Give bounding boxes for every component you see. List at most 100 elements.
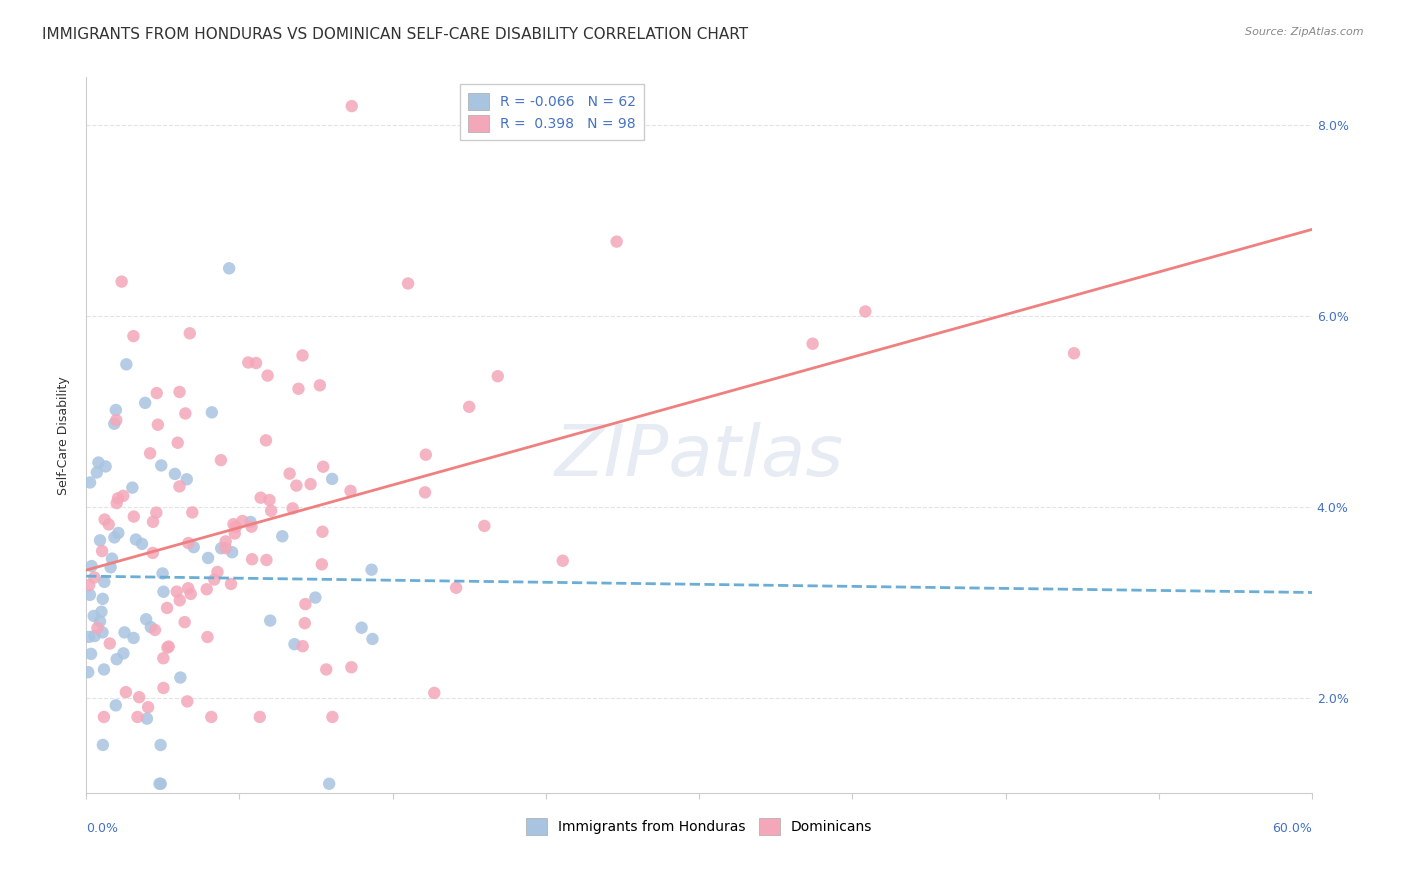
Point <box>291 348 314 362</box>
Point <box>339 483 361 498</box>
Point <box>173 615 195 629</box>
Point <box>111 275 134 289</box>
Point <box>801 336 824 351</box>
Point <box>278 467 301 481</box>
Point <box>240 519 263 533</box>
Point <box>169 384 191 399</box>
Point <box>240 552 263 566</box>
Point <box>169 671 191 685</box>
Legend: Immigrants from Honduras, Dominicans: Immigrants from Honduras, Dominicans <box>517 810 880 844</box>
Point <box>115 357 138 371</box>
Point <box>156 640 179 655</box>
Point <box>197 630 219 644</box>
Y-axis label: Self-Care Disability: Self-Care Disability <box>58 376 70 495</box>
Point <box>93 574 115 589</box>
Point <box>152 584 174 599</box>
Point <box>90 605 112 619</box>
Point <box>285 478 308 492</box>
Point <box>143 623 166 637</box>
Point <box>145 386 167 401</box>
Point <box>311 558 333 572</box>
Point <box>121 481 143 495</box>
Point <box>105 413 128 427</box>
Point <box>104 698 127 713</box>
Point <box>128 690 150 705</box>
Point <box>83 629 105 643</box>
Point <box>238 355 260 369</box>
Point <box>86 621 108 635</box>
Point <box>321 710 343 724</box>
Point <box>122 509 145 524</box>
Point <box>239 515 262 529</box>
Point <box>177 536 200 550</box>
Point <box>291 639 314 653</box>
Point <box>79 588 101 602</box>
Point <box>260 504 283 518</box>
Point <box>79 475 101 490</box>
Point <box>218 261 240 276</box>
Point <box>318 777 340 791</box>
Point <box>152 651 174 665</box>
Point <box>853 304 876 318</box>
Point <box>224 526 246 541</box>
Point <box>283 637 305 651</box>
Point <box>606 235 628 249</box>
Point <box>321 472 343 486</box>
Point <box>105 652 128 666</box>
Point <box>149 738 172 752</box>
Point <box>180 587 202 601</box>
Point <box>166 584 188 599</box>
Point <box>215 534 238 549</box>
Point <box>122 631 145 645</box>
Point <box>413 485 436 500</box>
Point <box>169 479 191 493</box>
Point <box>166 435 188 450</box>
Point <box>415 448 437 462</box>
Point <box>134 396 156 410</box>
Point <box>100 560 122 574</box>
Point <box>176 472 198 486</box>
Point <box>142 515 165 529</box>
Point <box>551 554 574 568</box>
Point <box>93 663 115 677</box>
Point <box>202 573 225 587</box>
Point <box>142 546 165 560</box>
Point <box>225 520 247 534</box>
Point <box>340 99 363 113</box>
Point <box>83 570 105 584</box>
Point <box>214 541 236 555</box>
Point <box>135 612 157 626</box>
Point <box>89 533 111 548</box>
Point <box>101 551 124 566</box>
Point <box>97 517 120 532</box>
Point <box>245 356 267 370</box>
Point <box>201 405 224 419</box>
Point <box>396 277 419 291</box>
Point <box>149 777 172 791</box>
Point <box>294 597 316 611</box>
Point <box>89 615 111 629</box>
Point <box>249 491 271 505</box>
Point <box>104 403 127 417</box>
Point <box>249 710 271 724</box>
Point <box>93 512 115 526</box>
Point <box>304 591 326 605</box>
Point <box>152 566 174 581</box>
Point <box>361 632 384 646</box>
Point <box>309 378 332 392</box>
Point <box>94 459 117 474</box>
Point <box>458 400 481 414</box>
Point <box>486 369 509 384</box>
Point <box>340 660 363 674</box>
Point <box>1063 346 1085 360</box>
Point <box>115 685 138 699</box>
Point <box>105 496 128 510</box>
Text: 0.0%: 0.0% <box>86 822 118 835</box>
Point <box>271 529 294 543</box>
Point <box>139 620 162 634</box>
Point <box>360 563 382 577</box>
Point <box>156 601 179 615</box>
Point <box>259 493 281 508</box>
Point <box>179 326 201 341</box>
Point <box>122 329 145 343</box>
